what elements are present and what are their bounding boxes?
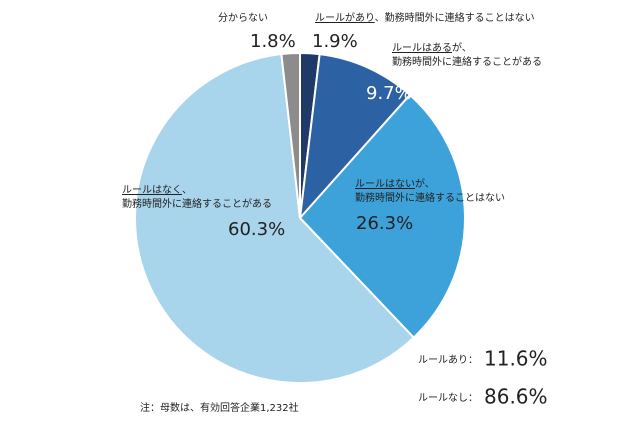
slice-label-text: が、	[415, 177, 435, 190]
slice-label-text: が、	[452, 41, 472, 54]
pie-slice	[298, 53, 412, 222]
value-label: 1.9%	[312, 31, 358, 52]
slice-label: 勤務時間外に連絡することがある	[392, 55, 542, 68]
slice-label: ルールがあり、勤務時間外に連絡することはない	[315, 11, 535, 24]
slice-label-text: 分からない	[218, 12, 268, 24]
value-label: 60.3%	[228, 219, 285, 240]
pie-slice	[280, 51, 301, 219]
value-label: 9.7%	[366, 83, 412, 104]
slice-label-emphasis: ルールはある	[392, 42, 452, 54]
summary-value: 11.6%	[484, 347, 548, 371]
pie-slice	[298, 93, 466, 339]
slice-label-emphasis: ルールはなく	[122, 184, 182, 196]
slice-label: 分からない	[218, 12, 268, 24]
slice-label-text: 、勤務時間外に連絡することはない	[375, 11, 535, 24]
summary-label: ルールなし：	[418, 392, 478, 404]
slice-label-emphasis: ルールはない	[355, 178, 415, 190]
slice-label: ルールはなく、	[122, 184, 192, 196]
pie-slice	[134, 52, 416, 384]
slice-label-emphasis: ルールがあり	[315, 11, 375, 24]
summary-value: 86.6%	[484, 385, 548, 409]
slice-label: 勤務時間外に連絡することがある	[122, 197, 272, 210]
slice-label: ルールはあるが、	[392, 41, 472, 54]
value-label: 1.8%	[250, 31, 296, 52]
slice-label: ルールはないが、	[355, 177, 435, 190]
value-label: 26.3%	[356, 213, 413, 234]
slice-label-text: 、	[182, 185, 192, 196]
note: 注：母数は、有効回答企業1,232社	[140, 401, 299, 414]
slice-label: 勤務時間外に連絡することはない	[355, 191, 505, 204]
summary-label: ルールあり：	[418, 354, 478, 366]
